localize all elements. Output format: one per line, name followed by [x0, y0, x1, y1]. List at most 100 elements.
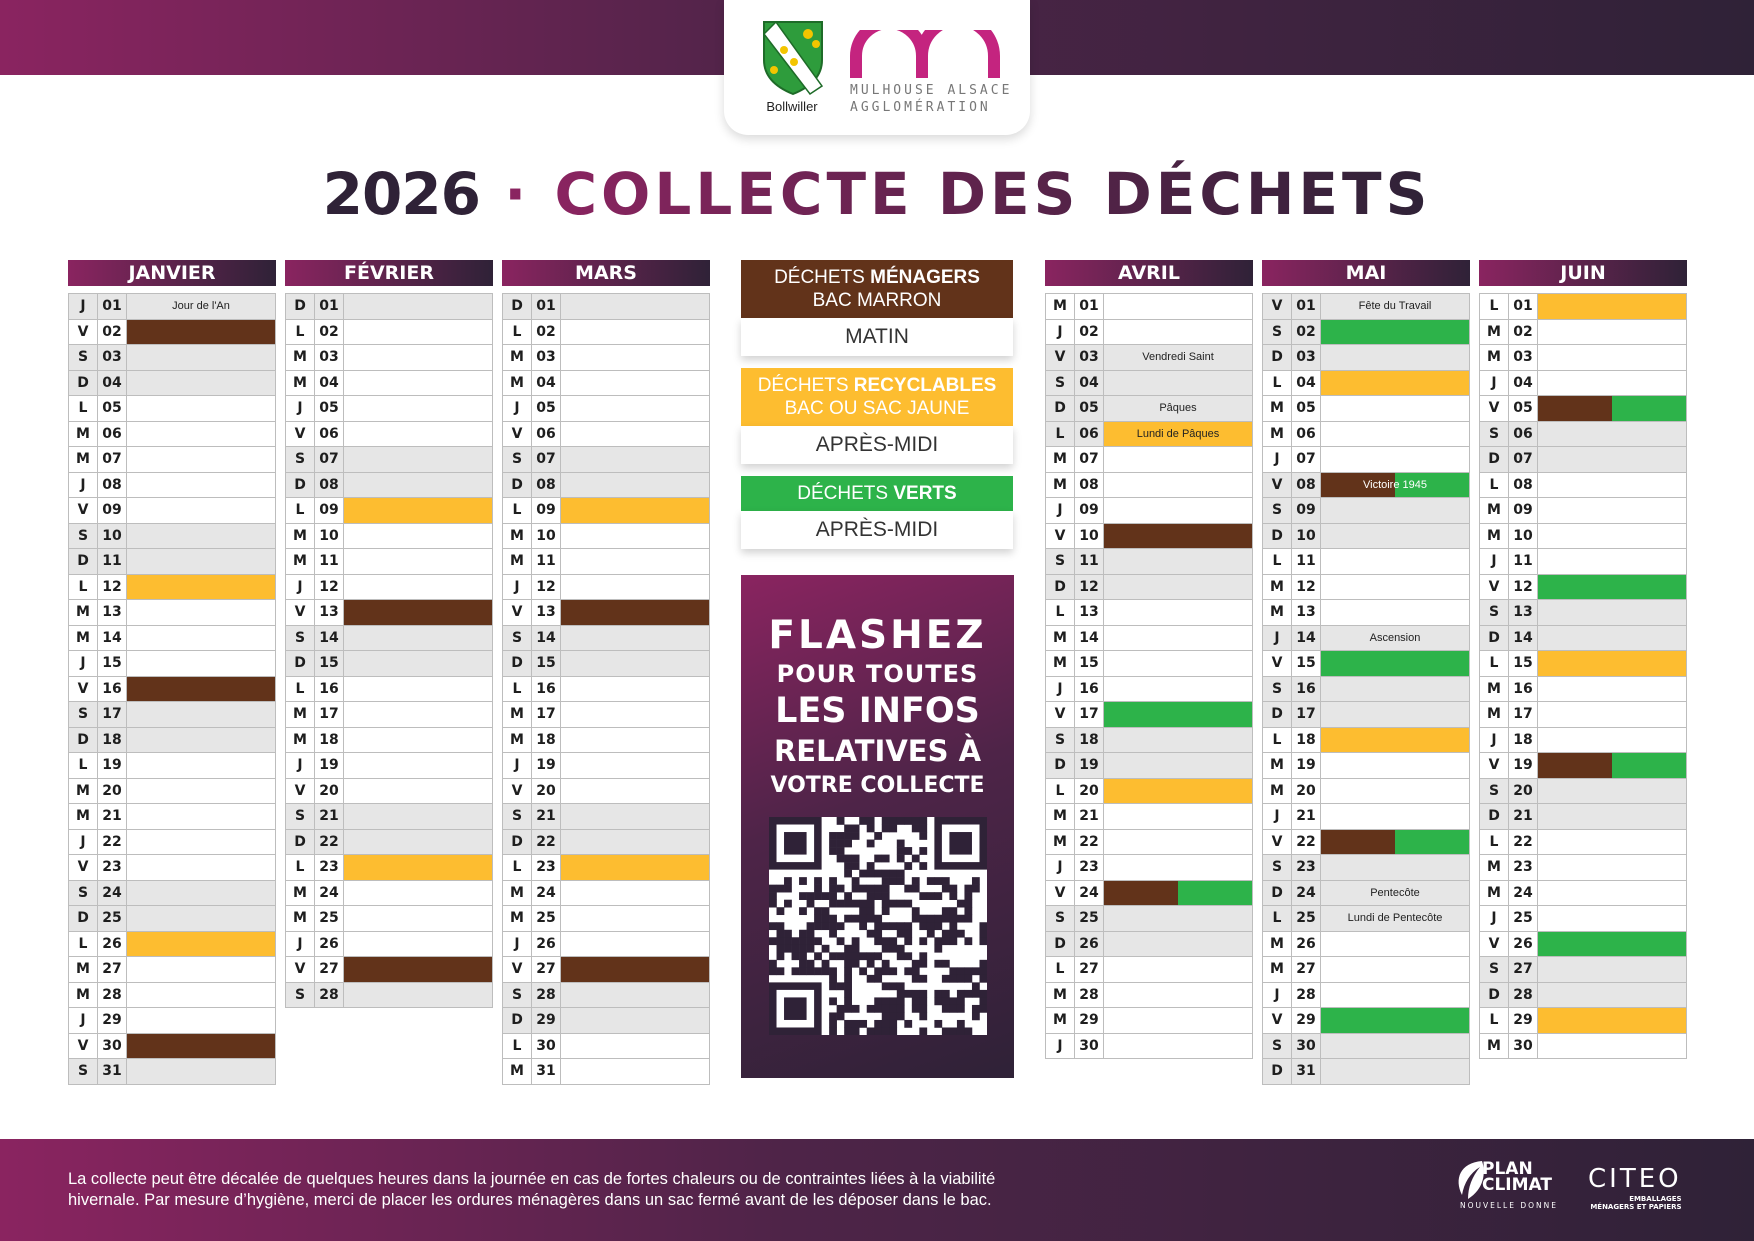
day-row: M 13: [69, 600, 276, 626]
day-row: M 12: [1263, 574, 1470, 600]
collection-cell: [127, 549, 276, 574]
day-row: M 06: [69, 421, 276, 447]
day-letter: M: [503, 880, 532, 905]
collection-recyclables: [1538, 294, 1686, 319]
collection-cell: [1321, 574, 1470, 599]
day-number: 15: [532, 651, 561, 676]
collection-menagers: [1538, 396, 1612, 421]
day-row: J 15: [69, 651, 276, 677]
day-row: D 15: [503, 651, 710, 677]
day-number: 26: [98, 931, 127, 956]
day-letter: M: [503, 1059, 532, 1084]
day-row: L 23: [503, 855, 710, 881]
day-row: L 25 Lundi de Pentecôte: [1263, 906, 1470, 932]
day-number: 18: [1075, 727, 1104, 752]
collection-cell: [1321, 804, 1470, 829]
day-letter: M: [503, 727, 532, 752]
collection-cell: [1104, 651, 1253, 676]
day-row: V 06: [286, 421, 493, 447]
collection-cell: [1538, 804, 1687, 829]
day-letter: D: [69, 549, 98, 574]
day-row: S 03: [69, 345, 276, 371]
collection-cell: [1321, 498, 1470, 523]
day-letter: L: [1480, 1008, 1509, 1033]
legend-bold: VERTS: [893, 483, 957, 504]
day-letter: L: [286, 676, 315, 701]
day-row: L 09: [503, 498, 710, 524]
collection-cell: [1538, 472, 1687, 497]
day-number: 18: [1292, 727, 1321, 752]
day-row: M 31: [503, 1059, 710, 1085]
day-number: 20: [98, 778, 127, 803]
day-letter: L: [286, 855, 315, 880]
day-letter: M: [1263, 600, 1292, 625]
holiday-label: Ascension: [1369, 631, 1421, 644]
holiday-label: Lundi de Pâques: [1136, 427, 1220, 440]
day-row: V 02: [69, 319, 276, 345]
citeo-name: CITEO: [1588, 1164, 1682, 1194]
day-row: M 16: [1480, 676, 1687, 702]
month-4: MAI V 01 Fête du Travail S 02 D 03 L 04 M 05 M 06 J 07 V…: [1262, 260, 1470, 1085]
day-number: 23: [1509, 855, 1538, 880]
month-header: JANVIER: [68, 260, 276, 286]
day-row: V 24: [1046, 880, 1253, 906]
day-number: 06: [532, 421, 561, 446]
day-number: 16: [532, 676, 561, 701]
day-letter: D: [1263, 702, 1292, 727]
day-row: L 16: [503, 676, 710, 702]
day-row: S 21: [503, 804, 710, 830]
day-row: M 18: [503, 727, 710, 753]
collection-menagers: [1538, 753, 1612, 778]
day-letter: M: [1480, 702, 1509, 727]
day-number: 29: [1075, 1008, 1104, 1033]
day-letter: D: [1480, 447, 1509, 472]
day-number: 14: [532, 625, 561, 650]
day-letter: J: [1480, 727, 1509, 752]
day-row: L 22: [1480, 829, 1687, 855]
day-row: M 26: [1263, 931, 1470, 957]
day-row: M 19: [1263, 753, 1470, 779]
day-number: 25: [532, 906, 561, 931]
day-letter: L: [1263, 549, 1292, 574]
collection-cell: [561, 906, 710, 931]
collection-cell: [127, 370, 276, 395]
day-row: M 20: [1263, 778, 1470, 804]
day-number: 14: [98, 625, 127, 650]
title-year: 2026: [322, 160, 481, 228]
day-row: S 20: [1480, 778, 1687, 804]
day-row: D 03: [1263, 345, 1470, 371]
collection-cell: [344, 396, 493, 421]
day-number: 07: [1509, 447, 1538, 472]
legend-time: MATIN: [741, 318, 1013, 356]
page-title: 2026 · COLLECTE DES DÉCHETS: [0, 160, 1754, 228]
day-letter: S: [503, 982, 532, 1007]
day-letter: S: [1046, 906, 1075, 931]
day-number: 26: [1292, 931, 1321, 956]
collection-cell: [1538, 727, 1687, 752]
day-row: D 21: [1480, 804, 1687, 830]
day-letter: M: [1480, 345, 1509, 370]
collection-cell: [561, 804, 710, 829]
day-letter: V: [1263, 472, 1292, 497]
day-letter: J: [503, 931, 532, 956]
day-number: 03: [532, 345, 561, 370]
day-letter: M: [286, 523, 315, 548]
day-row: M 21: [1046, 804, 1253, 830]
qr-code-icon[interactable]: [769, 817, 987, 1035]
day-number: 07: [1292, 447, 1321, 472]
collection-cell: [1321, 370, 1470, 395]
day-row: S 14: [286, 625, 493, 651]
collection-cell: [127, 625, 276, 650]
day-row: M 14: [69, 625, 276, 651]
day-letter: M: [286, 370, 315, 395]
collection-cell: [1321, 1059, 1470, 1084]
collection-cell: [344, 982, 493, 1007]
collection-cell: [1321, 319, 1470, 344]
day-letter: V: [69, 855, 98, 880]
day-number: 25: [98, 906, 127, 931]
day-list: D 01 L 02 M 03 M 04 J 05 V 06 S 07 D 08 L 09 M 10 M 11 J 12 V 13 S…: [502, 293, 710, 1085]
collection-cell: [344, 370, 493, 395]
day-row: D 01: [503, 294, 710, 320]
day-row: L 19: [69, 753, 276, 779]
day-number: 01: [532, 294, 561, 319]
